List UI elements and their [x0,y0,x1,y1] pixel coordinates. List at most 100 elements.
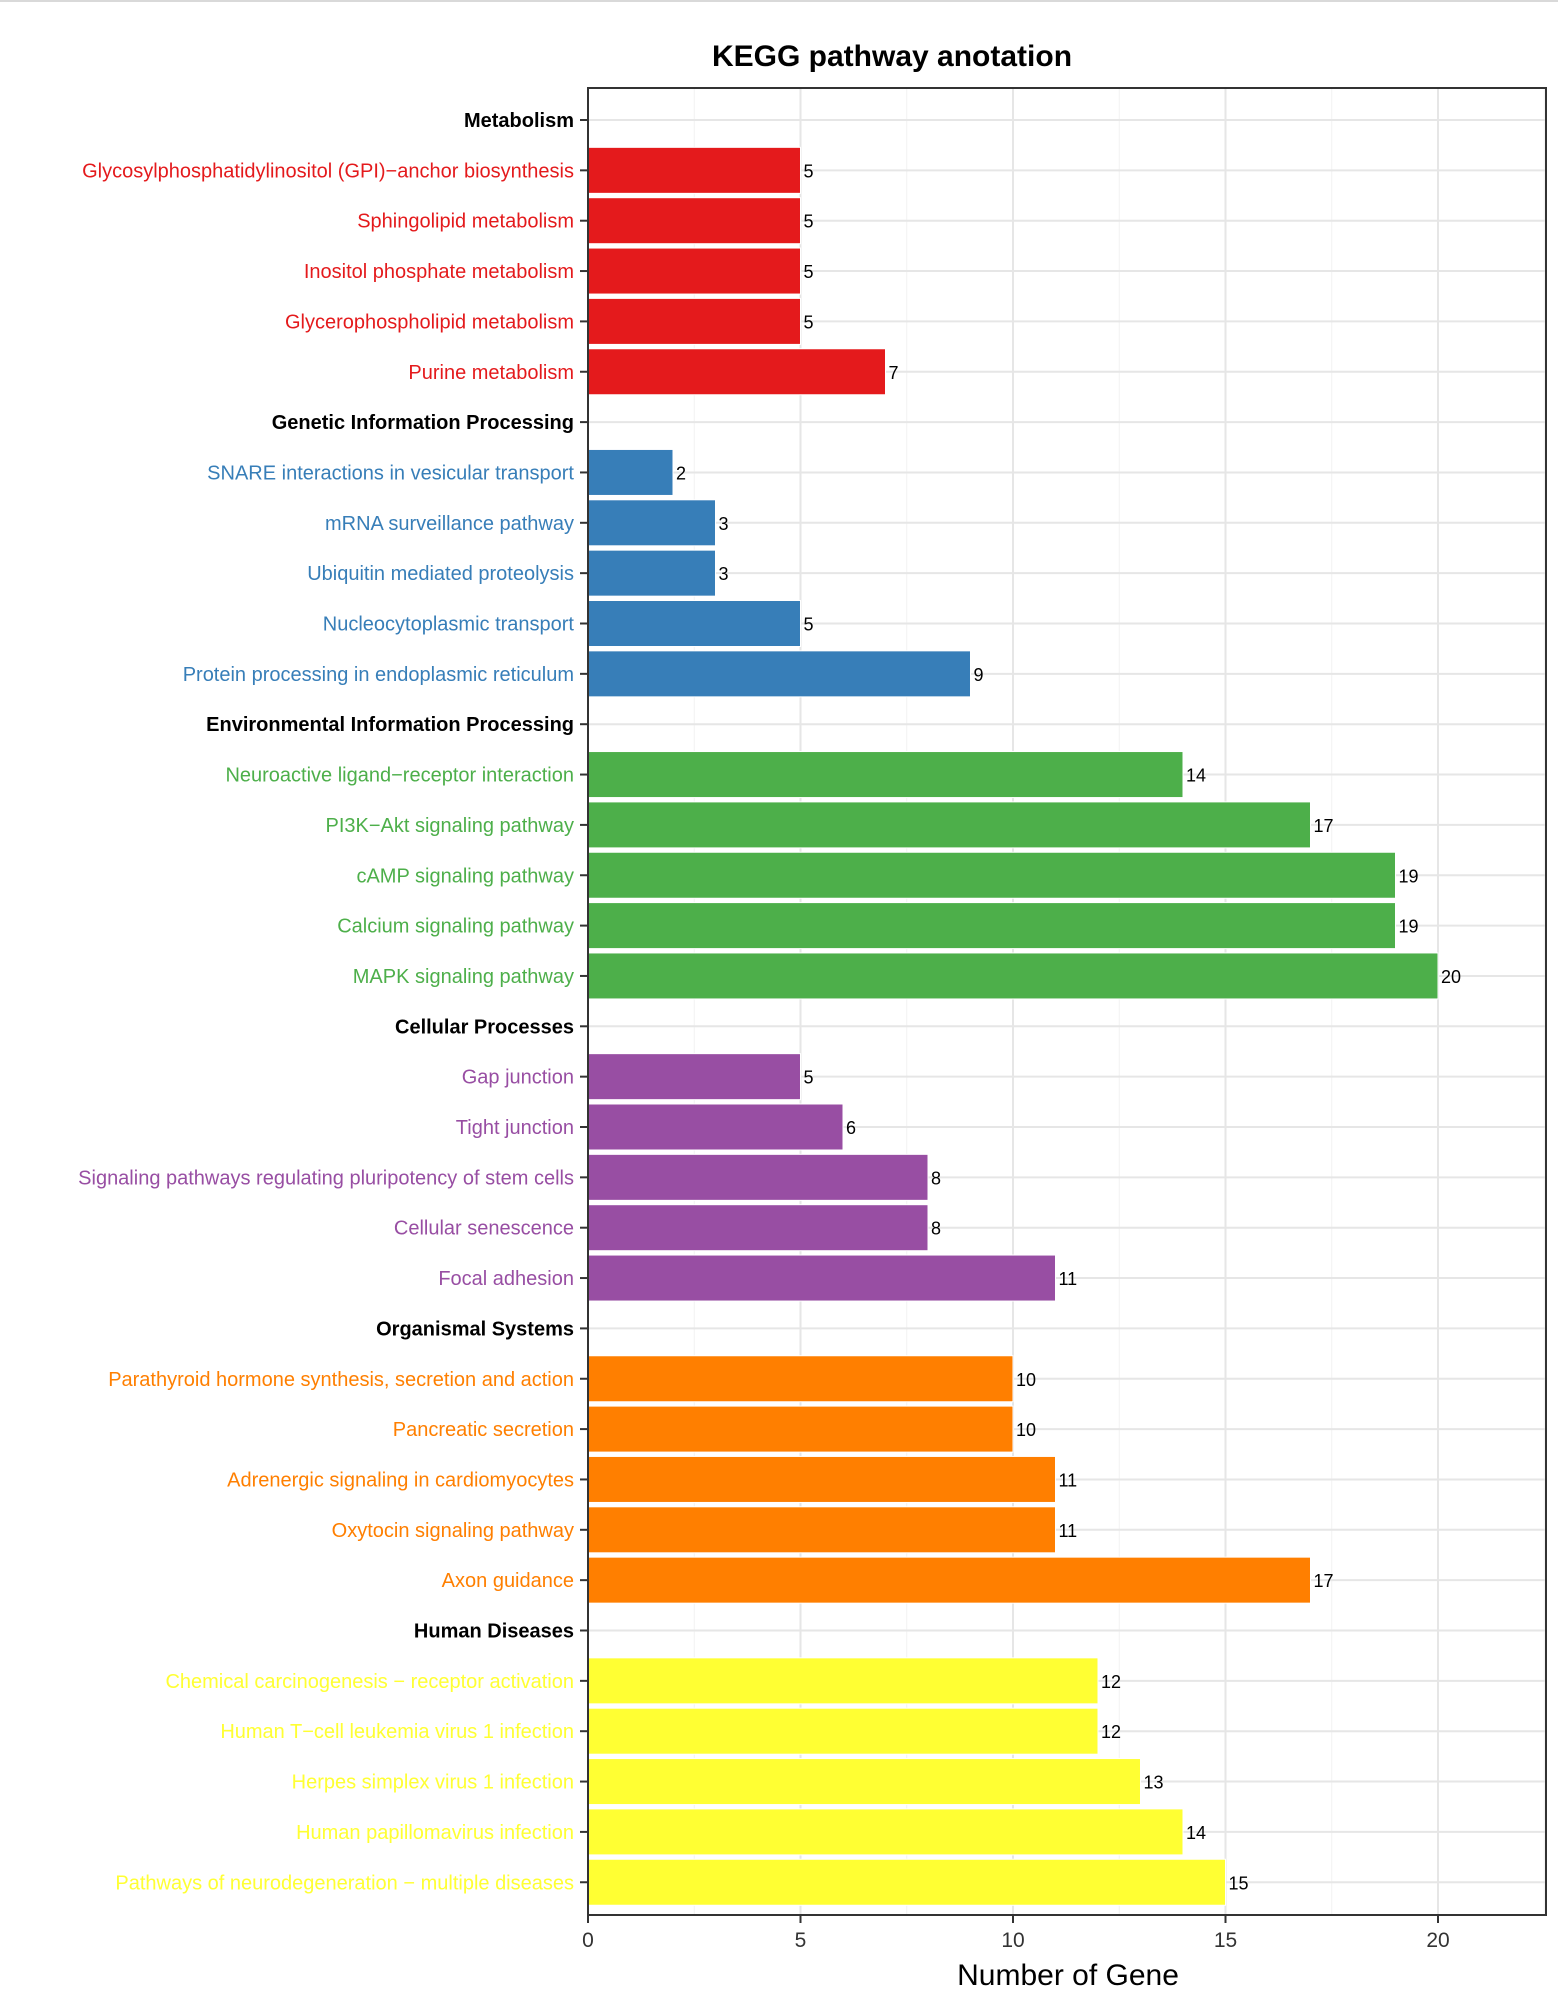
bar-value-label: 12 [1101,1722,1121,1742]
bar-value-label: 10 [1016,1370,1036,1390]
bar [587,1707,1099,1755]
x-tick-label: 0 [582,1929,594,1952]
x-tick-label: 20 [1426,1929,1449,1952]
pathway-label: Cellular senescence [394,1218,574,1240]
bar-value-label: 11 [1059,1269,1078,1289]
plot-panel-border [587,87,1547,1916]
bar-value-label: 3 [719,564,729,584]
value-labels: 5 5 5 5 7 2 3 3 5 9 14 17 19 19 20 5 6 8 8 11 10 10 11 11 17 12 12… [676,161,1461,1893]
pathway-label: Glycosylphosphatidylinositol (GPI)−ancho… [82,160,574,182]
bar-value-label: 5 [804,312,814,332]
group-header-label: Environmental Information Processing [206,714,574,736]
bar-value-label: 3 [719,514,729,534]
pathway-label: Inositol phosphate metabolism [304,261,574,283]
bar-value-label: 19 [1399,866,1419,886]
row-labels: Metabolism Glycosylphosphatidylinositol (… [78,110,588,1894]
bar-value-label: 5 [804,615,814,635]
pathway-label: Axon guidance [442,1570,574,1592]
pathway-label: PI3K−Akt signaling pathway [326,815,575,837]
bar [587,1405,1014,1453]
pathway-label: Human T−cell leukemia virus 1 infection [220,1721,574,1743]
bar-value-label: 6 [846,1118,856,1138]
bar [587,952,1439,1000]
bar [587,1204,929,1252]
pathway-label: Focal adhesion [438,1268,574,1290]
bar-value-label: 12 [1101,1672,1121,1692]
pathway-label: Neuroactive ligand−receptor interaction [225,765,574,787]
x-tick-label: 10 [1001,1929,1024,1952]
bar [587,851,1396,899]
bar [587,499,716,547]
bar [587,448,674,496]
pathway-label: Glycerophospholipid metabolism [285,311,574,333]
bar-value-label: 8 [931,1219,941,1239]
bar [587,1556,1311,1604]
x-tick-label: 5 [795,1929,807,1952]
bar-value-label: 5 [804,212,814,232]
bar [587,247,801,295]
bar-value-label: 9 [974,665,984,685]
bar [587,600,801,647]
bar-value-label: 2 [676,463,686,483]
bar-value-label: 5 [804,1068,814,1088]
pathway-label: Pancreatic secretion [393,1419,574,1441]
pathway-label: Purine metabolism [408,362,574,384]
pathway-label: MAPK signaling pathway [353,966,574,988]
pathway-label: mRNA surveillance pathway [325,513,574,535]
pathway-label: Herpes simplex virus 1 infection [292,1772,574,1794]
pathway-label: cAMP signaling pathway [356,865,574,887]
bar [587,146,801,194]
pathway-label: Signaling pathways regulating pluripoten… [78,1167,574,1189]
bar-value-label: 5 [804,161,814,181]
pathway-label: Adrenergic signaling in cardiomyocytes [227,1469,574,1491]
bar [587,348,886,396]
bar-value-label: 11 [1059,1521,1078,1541]
bar [587,650,971,698]
bar [587,1657,1099,1705]
bar [587,1053,801,1101]
pathway-label: Gap junction [462,1067,574,1089]
bar-value-label: 11 [1059,1470,1078,1490]
x-axis: 0 5 10 15 20 [582,1915,1450,1952]
bar [587,1254,1056,1302]
group-header-label: Genetic Information Processing [272,412,574,434]
bar-value-label: 20 [1441,967,1461,987]
bar-value-label: 17 [1314,816,1334,836]
group-header-label: Cellular Processes [395,1016,574,1038]
bar [587,751,1184,799]
pathway-label: Nucleocytoplasmic transport [323,614,575,636]
bar-value-label: 13 [1144,1773,1164,1793]
bar-value-label: 15 [1229,1873,1249,1893]
bar [587,1758,1141,1806]
bar-value-label: 17 [1314,1571,1334,1591]
group-header-label: Metabolism [464,110,574,132]
bar-value-label: 5 [804,262,814,282]
x-tick-label: 15 [1214,1929,1237,1952]
bar-value-label: 14 [1186,766,1206,786]
bar [587,1506,1056,1554]
pathway-label: Calcium signaling pathway [337,916,574,938]
pathway-label: Sphingolipid metabolism [357,211,574,233]
bar [587,1355,1014,1403]
pathway-label: Protein processing in endoplasmic reticu… [183,664,574,686]
pathway-label: Chemical carcinogenesis − receptor activ… [165,1671,574,1693]
chart-title: KEGG pathway anotation [712,40,1072,73]
bar [587,1455,1056,1503]
bar-value-label: 14 [1186,1823,1206,1843]
pathway-label: Pathways of neurodegeneration − multiple… [115,1872,574,1894]
bar-value-label: 19 [1399,917,1419,937]
bar-value-label: 10 [1016,1420,1036,1440]
bar [587,1858,1226,1906]
bar-value-label: 7 [889,363,899,383]
pathway-label: Tight junction [456,1117,574,1139]
bar [587,1808,1184,1856]
bar [587,297,801,345]
bar [587,902,1396,950]
pathway-label: Oxytocin signaling pathway [332,1520,574,1542]
bar-value-label: 8 [931,1168,941,1188]
pathway-label: SNARE interactions in vesicular transpor… [207,462,574,484]
bar [587,549,716,597]
bar [587,801,1311,849]
pathway-label: Parathyroid hormone synthesis, secretion… [108,1369,574,1391]
